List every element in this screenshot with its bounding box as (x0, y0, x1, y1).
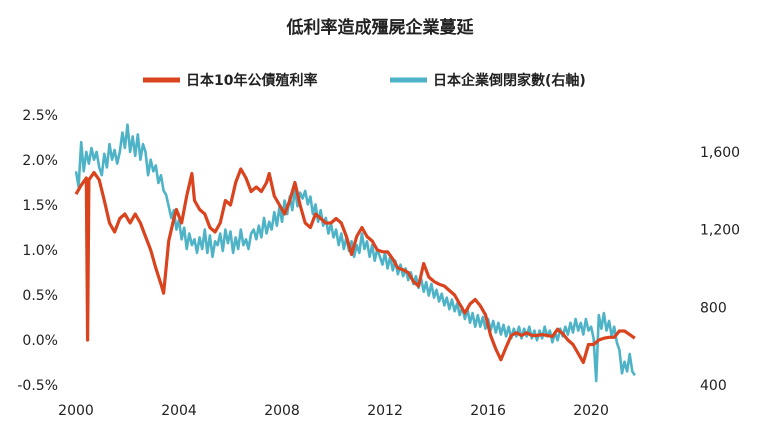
left-tick-label: 1.0% (22, 243, 58, 259)
right-tick-label: 1,200 (700, 223, 740, 239)
left-tick-label: -0.5% (17, 378, 58, 394)
left-tick-label: 1.5% (22, 198, 58, 214)
left-tick-label: 0.0% (22, 333, 58, 349)
left-axis: 2.5% 2.0% 1.5% 1.0% 0.5% 0.0% -0.5% (17, 108, 58, 394)
series-line-yield (74, 167, 636, 365)
series-line-bankruptcies (74, 123, 636, 383)
x-tick-label: 2020 (573, 403, 609, 419)
plot-area (74, 123, 636, 383)
right-tick-label: 1,600 (700, 145, 740, 161)
right-tick-label: 800 (700, 300, 727, 316)
x-tick-label: 2004 (161, 403, 197, 419)
legend-label-yield: 日本10年公債殖利率 (186, 72, 317, 89)
x-axis: 2000 2004 2008 2012 2016 2020 (58, 403, 609, 419)
x-tick-label: 2000 (58, 403, 94, 419)
x-tick-label: 2016 (470, 403, 506, 419)
x-tick-label: 2008 (264, 403, 300, 419)
x-tick-label: 2012 (367, 403, 403, 419)
legend-label-bankruptcies: 日本企業倒閉家數(右軸) (433, 72, 586, 89)
right-axis: 1,600 1,200 800 400 (700, 145, 740, 394)
left-tick-label: 2.5% (22, 108, 58, 124)
right-tick-label: 400 (700, 378, 727, 394)
legend: 日本10年公債殖利率 日本企業倒閉家數(右軸) (143, 72, 586, 89)
chart-title: 低利率造成殭屍企業蔓延 (286, 17, 475, 38)
left-tick-label: 0.5% (22, 288, 58, 304)
left-tick-label: 2.0% (22, 153, 58, 169)
